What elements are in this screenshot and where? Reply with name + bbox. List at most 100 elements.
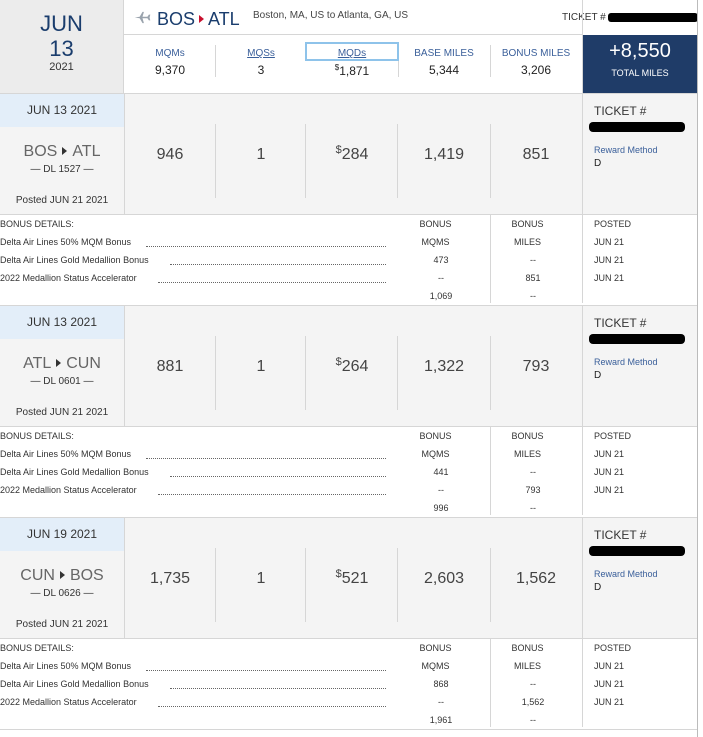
stat-divider [215,45,216,77]
redaction-bar [607,12,698,22]
segment-flight-number: — DL 0601 — [30,376,94,387]
trip-location: Boston, MA, US to Atlanta, GA, US [253,10,409,21]
divider [0,93,697,94]
segment-mqd-value: 284 [341,146,369,163]
bonus-miles-subheader: MILES [513,237,541,247]
segment-mqs: 1 [216,570,306,588]
reward-method-label: Reward Method [594,145,658,155]
segment-mqs: 1 [216,146,306,164]
scroll-edge [697,0,698,737]
reward-method-value: D [594,370,602,381]
bonus-details-label: BONUS DETAILS: [0,431,74,441]
dotted-leader [146,670,386,671]
bonus-miles-header: BONUS [511,643,544,653]
bonus-details-label: BONUS DETAILS: [0,643,74,653]
reward-method-value: D [594,582,602,593]
segment-mqs-value: 1 [256,570,266,587]
bonus-details: BONUS DETAILS: BONUS MQMS BONUS MILES POSTED D… [0,215,697,306]
flight-segment: JUN 13 2021 BOS ATL — DL 1527 — Posted JUN 2… [0,94,697,306]
bonus-row-posted: JUN 21 [594,255,625,265]
segment-mqm: 881 [124,358,216,376]
column-divider [397,336,398,410]
segment-date: JUN 13 2021 [0,94,124,127]
segment-posted-date: Posted JUN 21 2021 [15,619,109,630]
bonus-details: BONUS DETAILS: BONUS MQMS BONUS MILES POSTED D… [0,639,697,730]
trip-route: BOS ATL [157,9,240,30]
segment-flight-number: — DL 1527 — [30,164,94,175]
column-divider [305,124,306,198]
segment-summary: JUN 13 2021 BOS ATL — DL 1527 — Posted JUN 2… [0,94,697,214]
segment-origin: ATL [23,355,52,372]
ticket-number: TICKET # [562,12,698,23]
bonus-row-name: Delta Air Lines 50% MQM Bonus [0,449,132,459]
segment-mqm-value: 946 [156,146,184,163]
bonus-row-mqms: 473 [433,255,449,265]
segment-posted-date: Posted JUN 21 2021 [15,407,109,418]
bonus-row-mqms: 441 [433,467,449,477]
bonus-details: BONUS DETAILS: BONUS MQMS BONUS MILES POSTED D… [0,427,697,518]
redaction-bar [589,122,685,132]
segment-mqm-value: 881 [156,358,184,375]
segment-mqm-value: 1,735 [149,570,191,587]
stat-mqs[interactable]: MQSs 3 [216,35,306,93]
stat-mqs-label[interactable]: MQSs [247,48,275,59]
bonus-row-name: Delta Air Lines Gold Medallion Bonus [0,467,149,477]
stat-divider [490,45,491,77]
bonus-row-mqms: 1,069 [429,291,453,301]
dotted-leader [158,494,386,495]
column-divider [397,548,398,622]
stat-bonus-miles-number: 3,206 [520,63,552,77]
segment-flight-number: — DL 0626 — [30,588,94,599]
segment-summary: JUN 19 2021 CUN BOS — DL 0626 — Posted JUN 2… [0,518,697,638]
bonus-details-label: BONUS DETAILS: [0,219,74,229]
divider [0,305,697,306]
column-divider [215,548,216,622]
bonus-row-posted: JUN 21 [594,237,625,247]
stat-mqd-label[interactable]: MQDs [337,48,367,59]
bonus-row-name: 2022 Medallion Status Accelerator [0,485,137,495]
bonus-row-posted: JUN 21 [594,467,625,477]
trip-year: 2021 [49,61,74,73]
bonus-row-posted: JUN 21 [594,679,625,689]
reward-method-label: Reward Method [594,569,658,579]
bonus-miles-subheader: MILES [513,449,541,459]
trip-month: JUN [40,11,83,36]
trip-day: 13 [49,36,74,61]
total-miles-panel: +8,550 TOTAL MILES [583,35,697,93]
stat-mqd[interactable]: MQDs $1,871 [306,35,398,93]
stat-mqd-number: 1,871 [339,64,370,78]
segment-base-miles: 1,322 [398,358,490,376]
bonus-row-miles: -- [530,291,536,301]
stat-divider [398,45,399,77]
segment-destination: CUN [66,355,101,372]
column-divider [397,124,398,198]
mqd-focus-outline [305,42,399,61]
redaction-bar [589,546,685,556]
segment-date: JUN 13 2021 [0,306,124,339]
bonus-mqms-header: BONUS [419,219,452,229]
redaction-bar [589,334,685,344]
column-divider [490,336,491,410]
bonus-row-miles: -- [530,503,536,513]
dotted-leader [158,706,386,707]
bonus-row-posted: JUN 21 [594,697,625,707]
segment-destination: BOS [69,567,104,584]
segment-ticket-label: TICKET # [594,316,647,330]
column-divider [124,518,125,638]
dotted-leader [158,282,386,283]
total-miles-label: TOTAL MILES [611,68,669,78]
bonus-miles-header: BONUS [511,219,544,229]
column-divider [582,306,583,426]
segment-base-miles: 1,419 [398,146,490,164]
route-arrow-icon [199,15,205,24]
stat-mqm: MQMs 9,370 [124,35,216,93]
segment-mqd-value: 521 [341,570,369,587]
currency-symbol: $ [335,356,342,368]
bonus-row-miles: -- [530,715,536,725]
column-divider [305,548,306,622]
divider [0,729,697,730]
bonus-row-mqms: 868 [433,679,449,689]
column-divider [490,215,491,303]
segment-route: ATL CUN [0,355,124,373]
stat-divider [582,0,583,93]
